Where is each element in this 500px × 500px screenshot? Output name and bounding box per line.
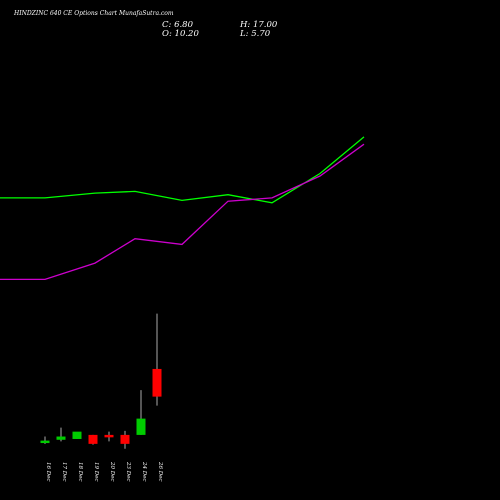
candle-0: [40, 436, 50, 444]
candle-body-0: [40, 440, 50, 444]
x-tick-label-0: 16 Dec: [45, 462, 51, 482]
series-line-1: [0, 143, 365, 281]
candle-body-1: [56, 436, 66, 440]
candle-6: [136, 390, 146, 435]
candle-body-6: [136, 418, 146, 435]
x-tick-label-1: 17 Dec: [61, 462, 67, 482]
open-value: O: 10.20: [162, 29, 199, 39]
candle-7: [152, 313, 162, 406]
candle-body-2: [72, 431, 82, 439]
candle-2: [72, 431, 82, 439]
x-tick-label-7: 26 Dec: [157, 461, 163, 482]
candle-body-3: [88, 434, 98, 444]
candle-3: [88, 434, 98, 445]
high-value: H: 17.00: [240, 20, 278, 30]
x-tick-label-2: 18 Dec: [77, 462, 83, 482]
x-tick-label-3: 19 Dec: [93, 462, 99, 482]
candle-5: [120, 430, 130, 449]
x-tick-label-5: 23 Dec: [125, 461, 131, 482]
candle-body-4: [104, 434, 114, 438]
candle-1: [56, 427, 66, 442]
candle-body-7: [152, 368, 162, 397]
candle-body-5: [120, 434, 130, 444]
low-value: L: 5.70: [240, 29, 271, 39]
chart-title: HINDZINC 640 CE Options Chart MunafaSutr…: [14, 10, 174, 17]
candle-4: [104, 431, 114, 442]
series-line-0: [0, 136, 365, 204]
close-value: C: 6.80: [162, 20, 193, 30]
x-tick-label-4: 20 Dec: [109, 461, 115, 482]
x-tick-label-6: 24 Dec: [141, 461, 147, 482]
